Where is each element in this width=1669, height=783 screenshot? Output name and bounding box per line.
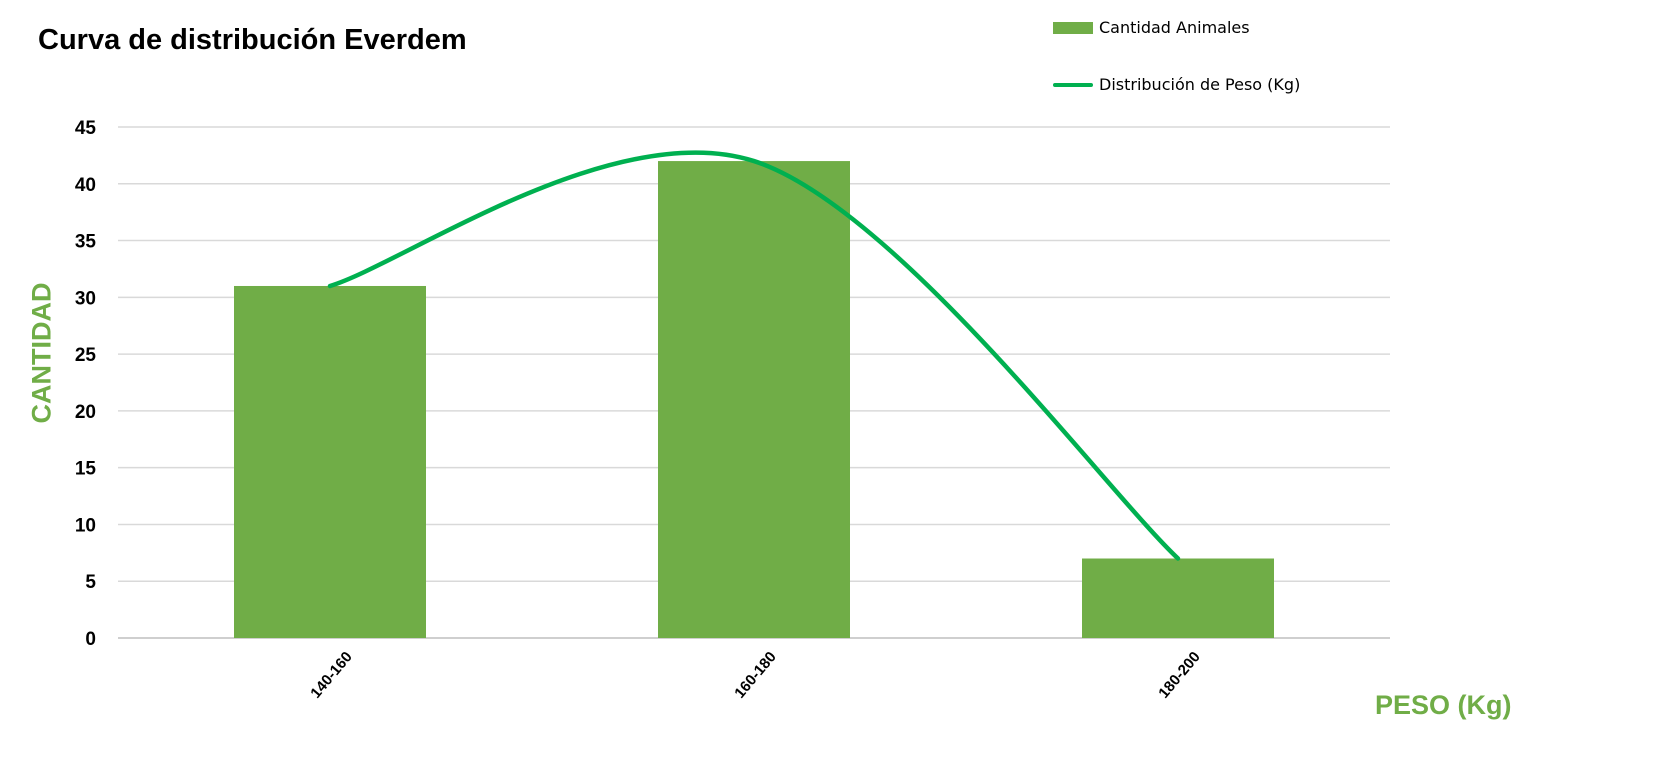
x-tick-label: 140-160 (307, 649, 355, 702)
legend-swatch-line (1053, 82, 1093, 87)
legend-label-line: Distribución de Peso (Kg) (1099, 75, 1301, 94)
y-tick-label: 45 (75, 118, 97, 139)
bar (658, 161, 850, 639)
y-tick-label: 15 (75, 459, 97, 480)
legend-item-line: Distribución de Peso (Kg) (1053, 75, 1300, 94)
chart-title: Curva de distribución Everdem (38, 24, 467, 56)
x-tick-label: 160-180 (731, 649, 779, 702)
y-tick-label: 40 (75, 175, 96, 196)
y-tick-label: 30 (75, 288, 96, 309)
y-tick-label: 35 (75, 232, 97, 253)
y-tick-label: 20 (75, 402, 96, 423)
legend-item-bars: Cantidad Animales (1053, 18, 1250, 37)
y-tick-label: 5 (85, 572, 96, 593)
series-line (327, 150, 1181, 561)
x-axis-title: PESO (Kg) (1375, 690, 1512, 720)
x-tick-label: 180-200 (1155, 649, 1203, 702)
bar (234, 285, 426, 638)
bar (1082, 558, 1274, 638)
y-tick-label: 25 (75, 345, 97, 366)
y-tick-label: 0 (85, 629, 96, 650)
legend-label-bars: Cantidad Animales (1099, 18, 1250, 37)
legend-swatch-bar (1053, 21, 1093, 34)
y-tick-label: 10 (75, 515, 96, 536)
